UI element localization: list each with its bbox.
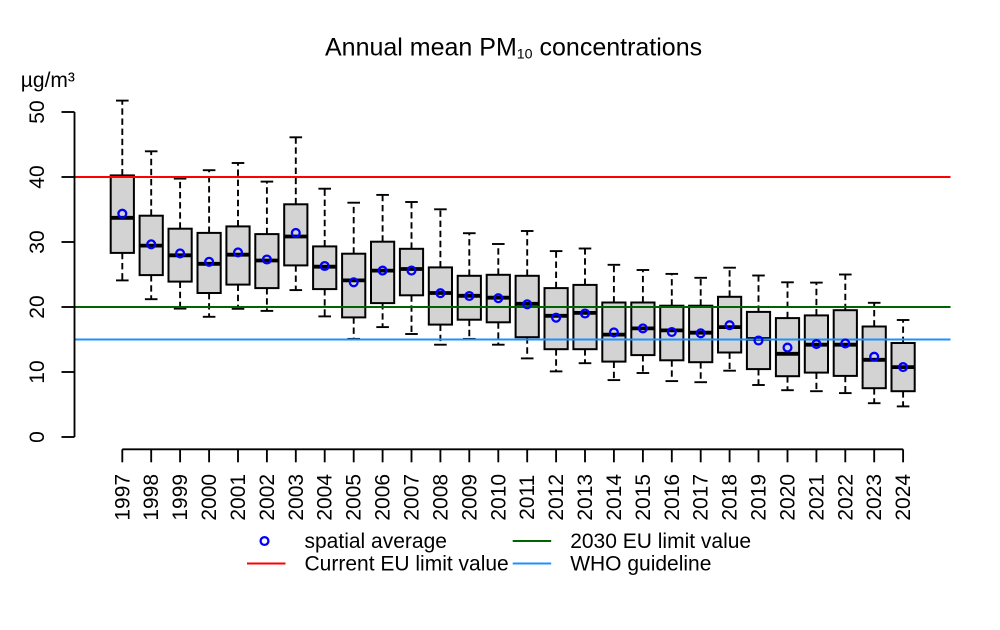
svg-text:2005: 2005 xyxy=(343,474,366,521)
svg-text:2011: 2011 xyxy=(516,475,539,520)
svg-text:WHO guideline: WHO guideline xyxy=(570,553,711,576)
svg-text:1999: 1999 xyxy=(169,474,192,521)
svg-text:2000: 2000 xyxy=(198,474,221,521)
svg-text:2014: 2014 xyxy=(603,474,626,521)
svg-text:2001: 2001 xyxy=(227,474,250,521)
svg-text:1997: 1997 xyxy=(111,474,134,521)
svg-text:2009: 2009 xyxy=(458,474,481,521)
svg-text:2020: 2020 xyxy=(777,474,800,521)
svg-text:2004: 2004 xyxy=(314,474,337,521)
svg-text:2015: 2015 xyxy=(632,474,655,521)
svg-text:Annual mean PM10 concentration: Annual mean PM10 concentrations xyxy=(325,34,702,63)
svg-text:2030 EU limit value: 2030 EU limit value xyxy=(570,530,751,553)
svg-text:2019: 2019 xyxy=(748,474,771,521)
svg-text:2017: 2017 xyxy=(690,474,713,521)
svg-text:2012: 2012 xyxy=(545,474,568,521)
svg-text:2022: 2022 xyxy=(834,474,857,521)
svg-text:40: 40 xyxy=(26,165,49,188)
svg-text:2006: 2006 xyxy=(372,474,395,521)
svg-text:2024: 2024 xyxy=(892,474,915,521)
svg-text:2002: 2002 xyxy=(256,474,279,521)
svg-text:2007: 2007 xyxy=(401,474,424,521)
svg-text:1998: 1998 xyxy=(140,474,163,521)
svg-text:Current EU limit value: Current EU limit value xyxy=(305,553,509,576)
svg-text:2021: 2021 xyxy=(805,474,828,521)
svg-text:10: 10 xyxy=(26,360,49,383)
svg-text:2013: 2013 xyxy=(574,474,597,521)
svg-text:20: 20 xyxy=(26,295,49,318)
svg-text:0: 0 xyxy=(26,431,49,443)
svg-text:2010: 2010 xyxy=(487,474,510,521)
svg-text:2016: 2016 xyxy=(661,474,684,521)
svg-text:2023: 2023 xyxy=(863,474,886,521)
svg-text:2008: 2008 xyxy=(429,474,452,521)
svg-text:spatial average: spatial average xyxy=(305,530,447,553)
svg-text:50: 50 xyxy=(26,100,49,123)
svg-text:2003: 2003 xyxy=(285,474,308,521)
svg-text:30: 30 xyxy=(26,230,49,253)
svg-text:µg/m³: µg/m³ xyxy=(21,69,75,92)
svg-text:2018: 2018 xyxy=(719,474,742,521)
